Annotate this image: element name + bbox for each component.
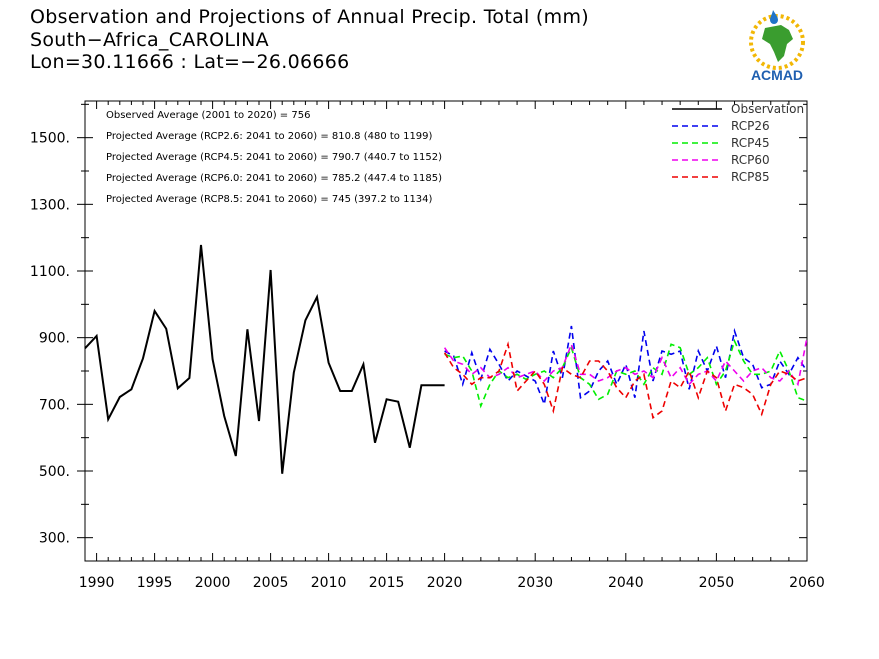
y-tick-label: 700.: [39, 397, 70, 413]
x-tick-label: 2030: [517, 575, 553, 591]
series-lines: [84, 244, 808, 474]
legend: Observation RCP26 RCP45 RCP60 RCP85: [672, 102, 804, 184]
x-tick-label: 2060: [789, 575, 825, 591]
annotation-text: Projected Average (RCP4.5: 2041 to 2060)…: [106, 152, 442, 163]
logo-text: ACMAD: [751, 67, 803, 83]
y-tick-label: 1100.: [30, 264, 70, 280]
annotation-text: Projected Average (RCP6.0: 2041 to 2060)…: [106, 173, 442, 184]
series-line-rcp60: [443, 337, 808, 387]
chart-title-block: Observation and Projections of Annual Pr…: [30, 6, 589, 74]
y-tick-label: 1500.: [30, 131, 70, 147]
legend-label: RCP60: [731, 153, 770, 167]
x-tick-label: 1995: [137, 575, 173, 591]
x-tick-label: 2010: [311, 575, 347, 591]
x-tick-label: 2015: [369, 575, 405, 591]
series-line-observation: [84, 244, 445, 474]
y-tick-label: 500.: [39, 464, 70, 480]
annotations: Observed Average (2001 to 2020) = 756 Pro…: [106, 110, 442, 205]
y-tick-label: 1300.: [30, 197, 70, 213]
legend-label: Observation: [731, 102, 804, 116]
chart-subtitle-coordinates: Lon=30.11666 : Lat=−26.06666: [30, 51, 350, 73]
plot-frame: [84, 100, 808, 562]
chart-title: Observation and Projections of Annual Pr…: [30, 6, 589, 28]
x-tick-label: 2000: [195, 575, 231, 591]
y-tick-label: 900.: [39, 331, 70, 347]
annotation-text: Projected Average (RCP8.5: 2041 to 2060)…: [106, 194, 433, 205]
annotation-text: Projected Average (RCP2.6: 2041 to 2060)…: [106, 131, 433, 142]
series-line-rcp26: [444, 325, 808, 408]
series-line-rcp85: [443, 341, 808, 420]
chart-subtitle-location: South−Africa_CAROLINA: [30, 28, 269, 51]
legend-label: RCP85: [731, 170, 770, 184]
acmad-logo: ACMAD: [749, 10, 805, 83]
legend-label: RCP45: [731, 136, 770, 150]
series-line-rcp45: [444, 338, 808, 409]
axis-ticks: 300. 500. 700. 900. 1100. 1300. 1500. 1990 1995 2…: [30, 101, 825, 591]
x-tick-label: 2020: [427, 575, 463, 591]
annotation-text: Observed Average (2001 to 2020) = 756: [106, 110, 310, 121]
x-tick-label: 2050: [699, 575, 735, 591]
x-tick-label: 2040: [608, 575, 644, 591]
legend-label: RCP26: [731, 119, 770, 133]
y-tick-label: 300.: [39, 531, 70, 547]
africa-map-icon: [749, 10, 805, 70]
x-tick-label: 1990: [79, 575, 115, 591]
x-tick-label: 2005: [253, 575, 289, 591]
